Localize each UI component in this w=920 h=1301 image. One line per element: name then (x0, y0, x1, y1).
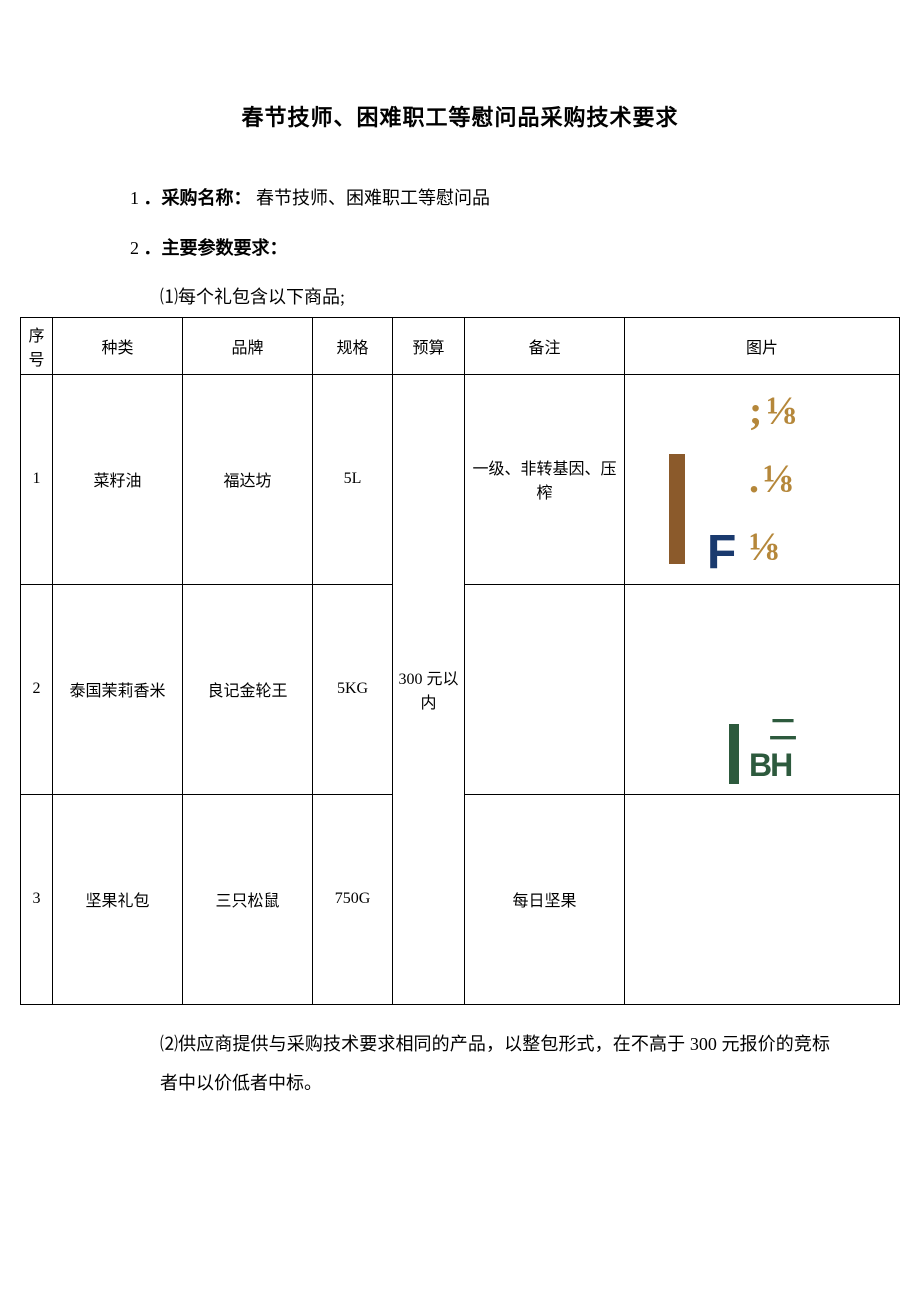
item-value: 春节技师、困难职工等慰问品 (256, 188, 490, 208)
cell-seq: 1 (21, 374, 53, 584)
document-title: 春节技师、困难职工等慰问品采购技术要求 (20, 100, 900, 132)
image-bar-icon (729, 724, 739, 784)
cell-brand: 良记金轮王 (183, 584, 313, 794)
cell-spec: 750G (313, 794, 393, 1004)
cell-type: 泰国茉莉香米 (53, 584, 183, 794)
sub-item-2: ⑵供应商提供与采购技术要求相同的产品，以整包形式，在不高于 300 元报价的竞标… (160, 1025, 830, 1104)
item-label: ．主要参数要求： (144, 238, 288, 258)
image-fraction-icon: ⅛ (749, 459, 793, 499)
products-table: 序号 种类 品牌 规格 预算 备注 图片 1 菜籽油 福达坊 5L 300 元以… (20, 317, 900, 1005)
cell-brand: 福达坊 (183, 374, 313, 584)
header-seq: 序号 (21, 317, 53, 374)
header-note: 备注 (465, 317, 625, 374)
cell-seq: 3 (21, 794, 53, 1004)
image-fraction-icon: ⅛ (749, 391, 796, 431)
image-mark-icon: 二 (769, 708, 797, 748)
product-image-placeholder: 二 BH (629, 589, 895, 790)
header-image: 图片 (625, 317, 900, 374)
table-row: 1 菜籽油 福达坊 5L 300 元以内 一级、非转基因、压榨 ⅛ ⅛ F ⅛ (21, 374, 900, 584)
image-text-icon: BH (749, 747, 791, 784)
item-number: 2 (130, 238, 139, 258)
cell-image (625, 794, 900, 1004)
cell-image: ⅛ ⅛ F ⅛ (625, 374, 900, 584)
cell-type: 菜籽油 (53, 374, 183, 584)
cell-type: 坚果礼包 (53, 794, 183, 1004)
table-header-row: 序号 种类 品牌 规格 预算 备注 图片 (21, 317, 900, 374)
cell-image: 二 BH (625, 584, 900, 794)
product-image-placeholder: ⅛ ⅛ F ⅛ (629, 379, 895, 580)
cell-spec: 5L (313, 374, 393, 584)
image-bar-icon (669, 454, 685, 564)
cell-seq: 2 (21, 584, 53, 794)
cell-brand: 三只松鼠 (183, 794, 313, 1004)
header-budget: 预算 (393, 317, 465, 374)
cell-note: 一级、非转基因、压榨 (465, 374, 625, 584)
sub-item-1: ⑴每个礼包含以下商品; (160, 283, 900, 309)
cell-note: 每日坚果 (465, 794, 625, 1004)
header-type: 种类 (53, 317, 183, 374)
section-parameters: 2 ．主要参数要求： (130, 232, 840, 264)
cell-budget-merged: 300 元以内 (393, 374, 465, 1004)
header-spec: 规格 (313, 317, 393, 374)
header-brand: 品牌 (183, 317, 313, 374)
item-number: 1 (130, 188, 139, 208)
item-label: ．采购名称： (144, 188, 252, 208)
image-fraction-icon: ⅛ (749, 527, 779, 567)
cell-note (465, 584, 625, 794)
section-purchase-name: 1 ．采购名称： 春节技师、困难职工等慰问品 (130, 182, 840, 214)
cell-spec: 5KG (313, 584, 393, 794)
image-letter-icon: F (707, 529, 736, 577)
